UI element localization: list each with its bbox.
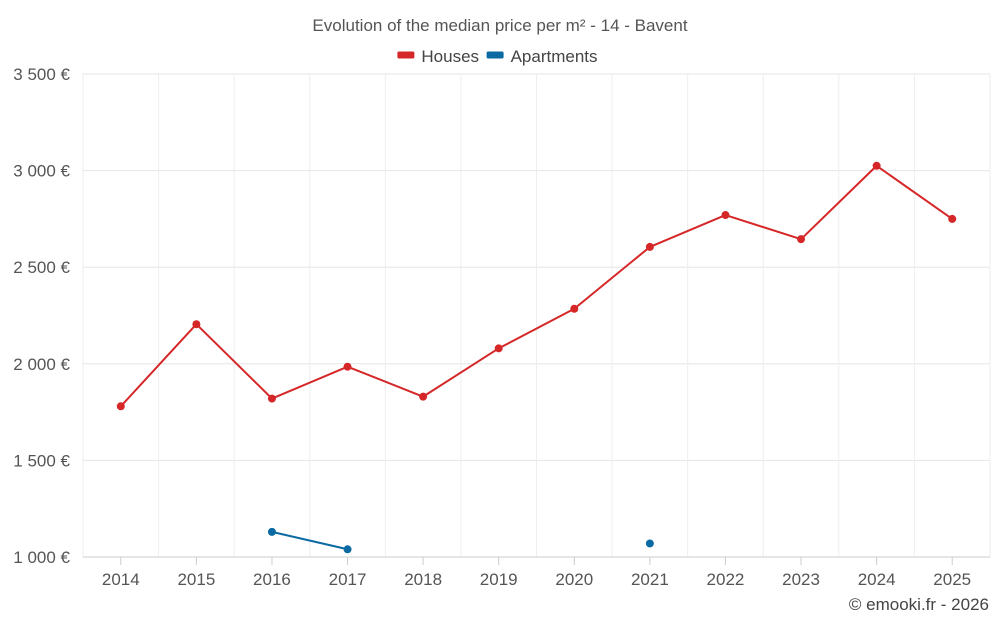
legend-item-houses[interactable]: Houses [397, 47, 479, 66]
legend-swatch [397, 51, 415, 59]
legend-item-apartments[interactable]: Apartments [486, 47, 598, 66]
series-line-apartments [271, 530, 348, 551]
x-tick-label: 2016 [253, 570, 291, 589]
data-point-houses-2018[interactable] [419, 392, 428, 401]
y-tick-label: 2 000 € [13, 355, 70, 374]
chart-credit: © emooki.fr - 2026 [849, 595, 989, 614]
legend-label: Houses [421, 47, 479, 66]
x-tick-label: 2017 [329, 570, 367, 589]
y-tick-label: 1 500 € [13, 451, 70, 470]
y-tick-label: 1 000 € [13, 548, 70, 567]
x-tick-label: 2015 [177, 570, 215, 589]
x-tick-label: 2024 [858, 570, 896, 589]
chart-title: Evolution of the median price per m² - 1… [312, 16, 687, 35]
data-point-houses-2017[interactable] [343, 362, 352, 371]
data-point-apartments-2021[interactable] [645, 539, 654, 548]
x-tick-label: 2020 [555, 570, 593, 589]
series [116, 161, 957, 554]
x-tick-label: 2018 [404, 570, 442, 589]
x-tick-label: 2014 [102, 570, 140, 589]
data-point-houses-2016[interactable] [267, 394, 276, 403]
x-tick-label: 2021 [631, 570, 669, 589]
y-tick-label: 3 500 € [13, 65, 70, 84]
data-point-houses-2025[interactable] [948, 214, 957, 223]
series-line-houses [120, 164, 953, 407]
data-point-houses-2024[interactable] [872, 161, 881, 170]
data-point-apartments-2017[interactable] [343, 545, 352, 554]
x-tick-label: 2019 [480, 570, 518, 589]
legend: Houses Apartments [397, 47, 598, 66]
series-apartments [267, 527, 654, 554]
axes: 1 000 € 1 500 € 2 000 € 2 500 € 3 000 € 3 500… [13, 65, 990, 589]
y-tick-label: 3 000 € [13, 162, 70, 181]
data-point-houses-2015[interactable] [192, 320, 201, 329]
series-houses [116, 161, 957, 411]
y-tick-label: 2 500 € [13, 258, 70, 277]
data-point-houses-2020[interactable] [570, 304, 579, 313]
grid [82, 73, 991, 558]
data-point-houses-2021[interactable] [645, 242, 654, 251]
data-point-houses-2014[interactable] [116, 402, 125, 411]
legend-label: Apartments [511, 47, 598, 66]
x-tick-label: 2023 [782, 570, 820, 589]
data-point-houses-2022[interactable] [721, 211, 730, 220]
x-tick-label: 2022 [707, 570, 745, 589]
data-point-apartments-2016[interactable] [267, 527, 276, 536]
legend-swatch [486, 51, 504, 59]
x-tick-label: 2025 [933, 570, 971, 589]
data-point-houses-2019[interactable] [494, 344, 503, 353]
data-point-houses-2023[interactable] [797, 235, 806, 244]
